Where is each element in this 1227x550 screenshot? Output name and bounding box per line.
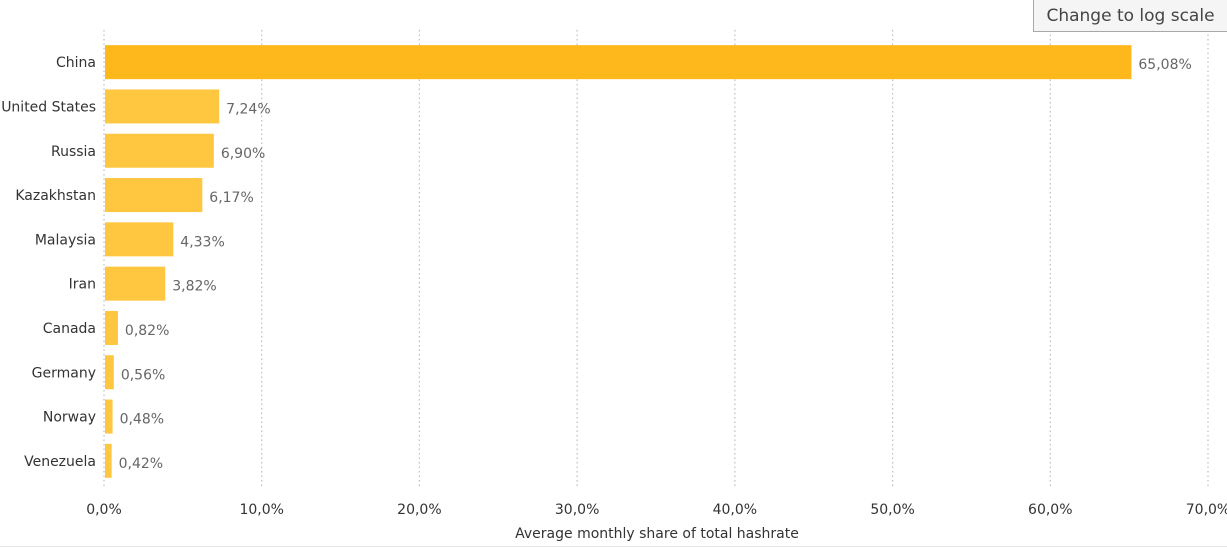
- x-tick-label: 40,0%: [713, 502, 757, 518]
- x-tick-label: 60,0%: [1028, 502, 1072, 518]
- category-label: Iran: [69, 277, 96, 293]
- bar-russia[interactable]: [105, 133, 214, 168]
- x-tick-label: 30,0%: [555, 502, 599, 518]
- x-tick-label: 10,0%: [239, 502, 283, 518]
- bottom-divider: [0, 546, 1227, 547]
- bar-united-states[interactable]: [105, 89, 220, 124]
- category-label: China: [56, 55, 96, 71]
- category-label: Canada: [43, 321, 96, 337]
- value-label: 0,48%: [120, 412, 164, 428]
- value-label: 6,17%: [209, 190, 253, 206]
- value-label: 0,82%: [125, 323, 169, 339]
- category-label: Russia: [51, 144, 96, 160]
- value-label: 6,90%: [221, 146, 265, 162]
- bar-iran[interactable]: [105, 266, 166, 301]
- category-label: United States: [1, 99, 96, 115]
- category-labels: China United States Russia Kazakhstan Malays…: [1, 55, 96, 470]
- category-label: Kazakhstan: [15, 188, 96, 204]
- bar-venezuela[interactable]: [105, 443, 112, 478]
- bar-kazakhstan[interactable]: [105, 178, 203, 213]
- x-tick-label: 0,0%: [86, 502, 122, 518]
- bar-canada[interactable]: [105, 310, 118, 345]
- category-label: Malaysia: [35, 232, 96, 248]
- x-tick-label: 50,0%: [870, 502, 914, 518]
- bar-norway[interactable]: [105, 399, 113, 434]
- value-labels: 65,08% 7,24% 6,90% 6,17% 4,33% 3,82% 0,82% 0,56…: [119, 57, 1192, 472]
- x-axis-label: Average monthly share of total hashrate: [515, 526, 799, 542]
- bars: [105, 45, 1132, 478]
- value-label: 65,08%: [1138, 57, 1191, 73]
- x-tick-labels: 0,0% 10,0% 20,0% 30,0% 40,0% 50,0% 60,0% 70,0%: [86, 502, 1227, 518]
- x-tick-label: 70,0%: [1186, 502, 1227, 518]
- grid-lines: [103, 30, 1209, 487]
- bar-china[interactable]: [105, 45, 1132, 80]
- category-label: Venezuela: [24, 454, 96, 470]
- category-label: Germany: [32, 365, 96, 381]
- value-label: 0,42%: [119, 456, 163, 472]
- value-label: 0,56%: [121, 367, 165, 383]
- category-label: Norway: [43, 410, 96, 426]
- value-label: 3,82%: [172, 279, 216, 295]
- x-tick-label: 20,0%: [397, 502, 441, 518]
- bar-germany[interactable]: [105, 355, 114, 390]
- value-label: 4,33%: [180, 234, 224, 250]
- value-label: 7,24%: [226, 101, 270, 117]
- bar-malaysia[interactable]: [105, 222, 174, 257]
- log-scale-button[interactable]: Change to log scale: [1033, 0, 1227, 32]
